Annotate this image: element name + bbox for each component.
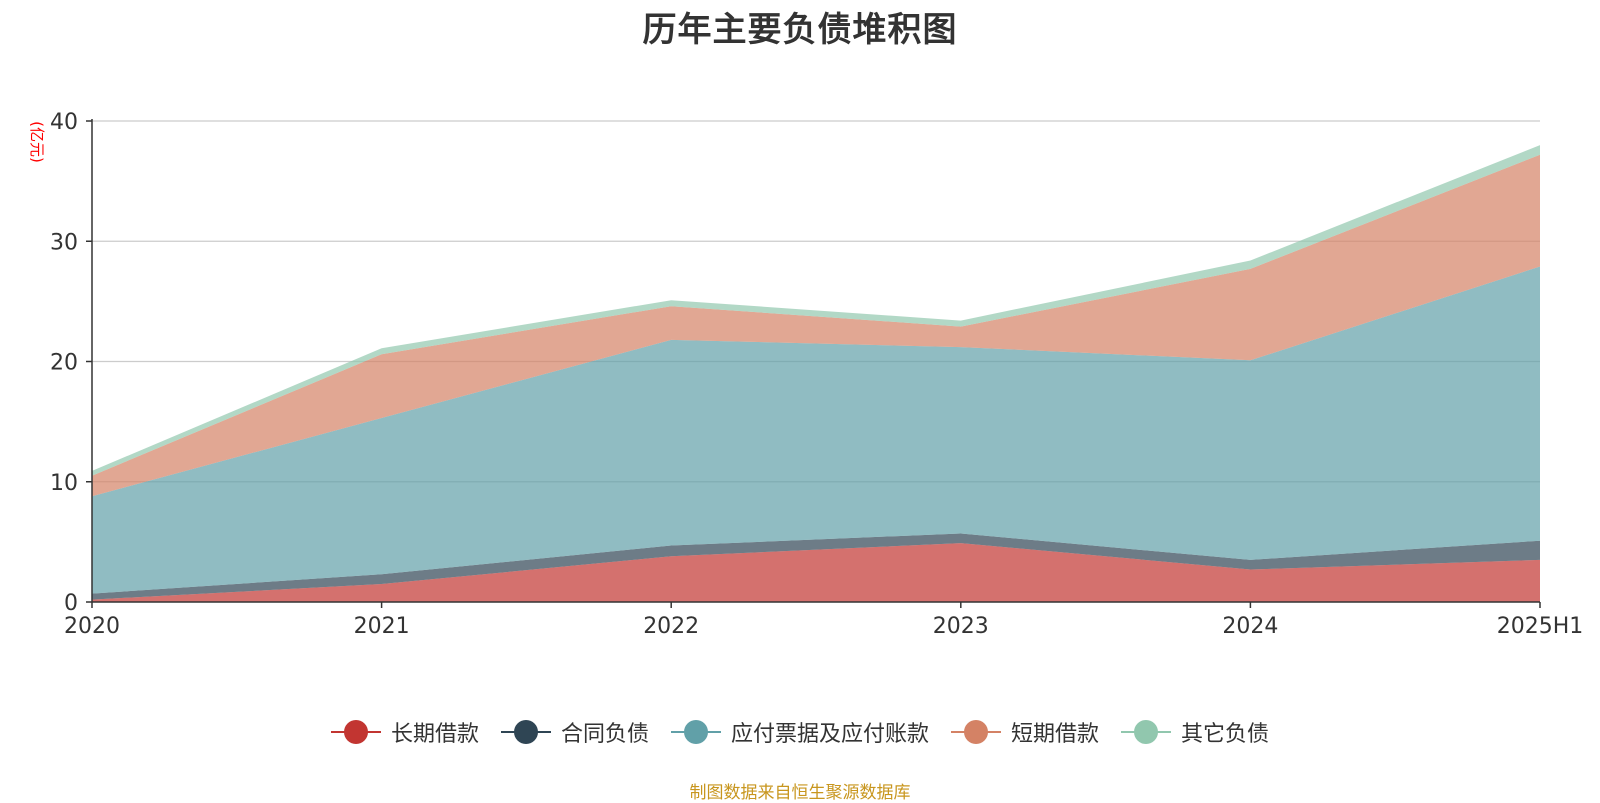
y-axis-label: (亿元) [28, 121, 46, 163]
legend-item-0[interactable]: 长期借款 [330, 716, 479, 748]
area-series-0 [92, 543, 1540, 602]
axes: 0 10 20 30 40 2020 2021 2022 2023 2024 2025H1 [50, 110, 1583, 639]
area-series-2 [92, 266, 1540, 594]
legend-label: 长期借款 [390, 722, 479, 747]
source-note: 制图数据来自恒生聚源数据库 [689, 783, 911, 803]
legend-dot [683, 720, 708, 744]
area-series-3 [92, 154, 1540, 497]
legend-dot [513, 720, 538, 744]
legend-label: 其它负债 [1181, 722, 1270, 747]
chart-title: 历年主要负债堆积图 [642, 10, 958, 50]
legend-item-3[interactable]: 短期借款 [951, 716, 1099, 748]
legend-symbol-icon [951, 719, 1001, 745]
legend-dot [1134, 720, 1159, 744]
y-tick-label-30: 30 [50, 230, 78, 255]
legend-symbol-icon [500, 719, 551, 745]
area-series-1 [92, 533, 1540, 600]
legend-item-1[interactable]: 合同负债 [500, 716, 649, 748]
legend-label: 短期借款 [1011, 722, 1100, 747]
y-tick-label-40: 40 [50, 110, 78, 135]
legend-symbol-icon [670, 719, 721, 745]
legend-dot [964, 720, 988, 744]
y-tick-label-10: 10 [50, 471, 78, 496]
area-series-4 [92, 145, 1540, 476]
y-tick-label-0: 0 [64, 591, 78, 616]
legend-dot [343, 720, 368, 744]
x-tick-label-2020: 2020 [64, 614, 120, 639]
x-tick-label-2024: 2024 [1222, 614, 1278, 639]
x-tick-label-2022: 2022 [643, 614, 699, 639]
legend-item-4[interactable]: 其它负债 [1121, 716, 1269, 748]
y-tick-label-20: 20 [50, 351, 78, 376]
x-tick-label-2023: 2023 [933, 614, 989, 639]
legend: 长期借款 合同负债 应付票据及应付账款 短期借款 其它负债 [0, 716, 1600, 748]
x-tick-label-2021: 2021 [354, 614, 410, 639]
legend-symbol-icon [1121, 719, 1172, 745]
x-tick-label-2025H1: 2025H1 [1497, 614, 1584, 639]
area-series-group [92, 145, 1540, 602]
legend-label: 合同负债 [560, 722, 649, 747]
legend-symbol-icon [330, 719, 381, 745]
legend-item-2[interactable]: 应付票据及应付账款 [670, 716, 929, 748]
legend-label: 应付票据及应付账款 [730, 722, 929, 747]
